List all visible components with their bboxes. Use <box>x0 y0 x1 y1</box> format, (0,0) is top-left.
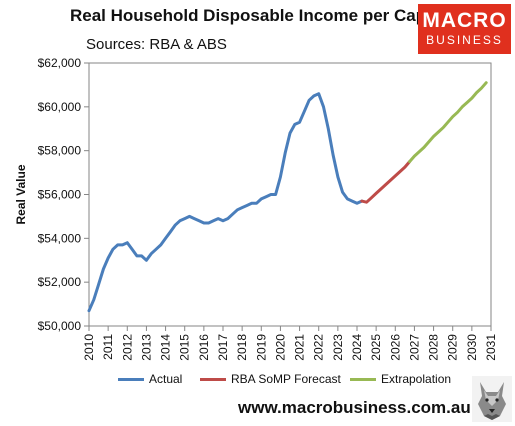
x-tick-label: 2030 <box>465 334 479 361</box>
logo-line-2: BUSINESS <box>426 33 503 47</box>
x-tick-label: 2016 <box>197 334 211 361</box>
legend-swatch <box>200 378 226 382</box>
macrobusiness-logo: MACRO BUSINESS <box>418 4 511 54</box>
x-tick-label: 2031 <box>484 334 498 361</box>
x-tick-label: 2028 <box>427 334 441 361</box>
legend-swatch <box>118 378 144 382</box>
legend-item: Extrapolation <box>350 372 451 386</box>
website-url: www.macrobusiness.com.au <box>238 398 471 417</box>
x-tick-label: 2026 <box>388 334 402 361</box>
y-tick-label: $56,000 <box>38 188 82 202</box>
wolf-icon <box>472 376 512 422</box>
x-tick-label: 2024 <box>350 334 364 361</box>
legend-item: RBA SoMP Forecast <box>200 372 341 386</box>
chart-title: Real Household Disposable Income per Cap… <box>70 6 446 25</box>
x-tick-label: 2015 <box>178 334 192 361</box>
x-tick-label: 2010 <box>82 334 96 361</box>
x-tick-label: 2020 <box>273 334 287 361</box>
y-tick-label: $50,000 <box>38 319 82 333</box>
series-line-rba-somp-forecast <box>360 160 412 204</box>
x-tick-label: 2018 <box>235 334 249 361</box>
x-tick-label: 2023 <box>331 334 345 361</box>
legend-item: Actual <box>118 372 182 386</box>
x-tick-label: 2019 <box>254 334 268 361</box>
x-tick-label: 2013 <box>139 334 153 361</box>
legend-swatch <box>350 378 376 382</box>
logo-line-1: MACRO <box>422 9 507 32</box>
series-line-actual <box>87 92 364 313</box>
chart-subtitle: Sources: RBA & ABS <box>86 36 227 53</box>
x-tick-label: 2025 <box>369 334 383 361</box>
y-tick-label: $62,000 <box>38 56 82 70</box>
x-tick-label: 2017 <box>216 334 230 361</box>
y-tick-label: $58,000 <box>38 144 82 158</box>
legend-label: Actual <box>149 372 183 386</box>
x-tick-label: 2027 <box>407 334 421 361</box>
y-tick-label: $60,000 <box>38 100 82 114</box>
y-tick-label: $54,000 <box>38 231 82 245</box>
y-axis-label: Real Value <box>14 164 28 224</box>
x-tick-label: 2029 <box>446 334 460 361</box>
series-line-extrapolation <box>408 81 488 164</box>
x-tick-label: 2021 <box>293 334 307 361</box>
x-tick-label: 2012 <box>120 334 134 361</box>
legend-label: Extrapolation <box>381 372 452 386</box>
x-tick-label: 2022 <box>312 334 326 361</box>
x-tick-label: 2014 <box>159 334 173 361</box>
y-tick-label: $52,000 <box>38 275 82 289</box>
plot-area <box>88 62 492 327</box>
legend-label: RBA SoMP Forecast <box>231 372 341 386</box>
x-tick-label: 2011 <box>101 334 115 360</box>
